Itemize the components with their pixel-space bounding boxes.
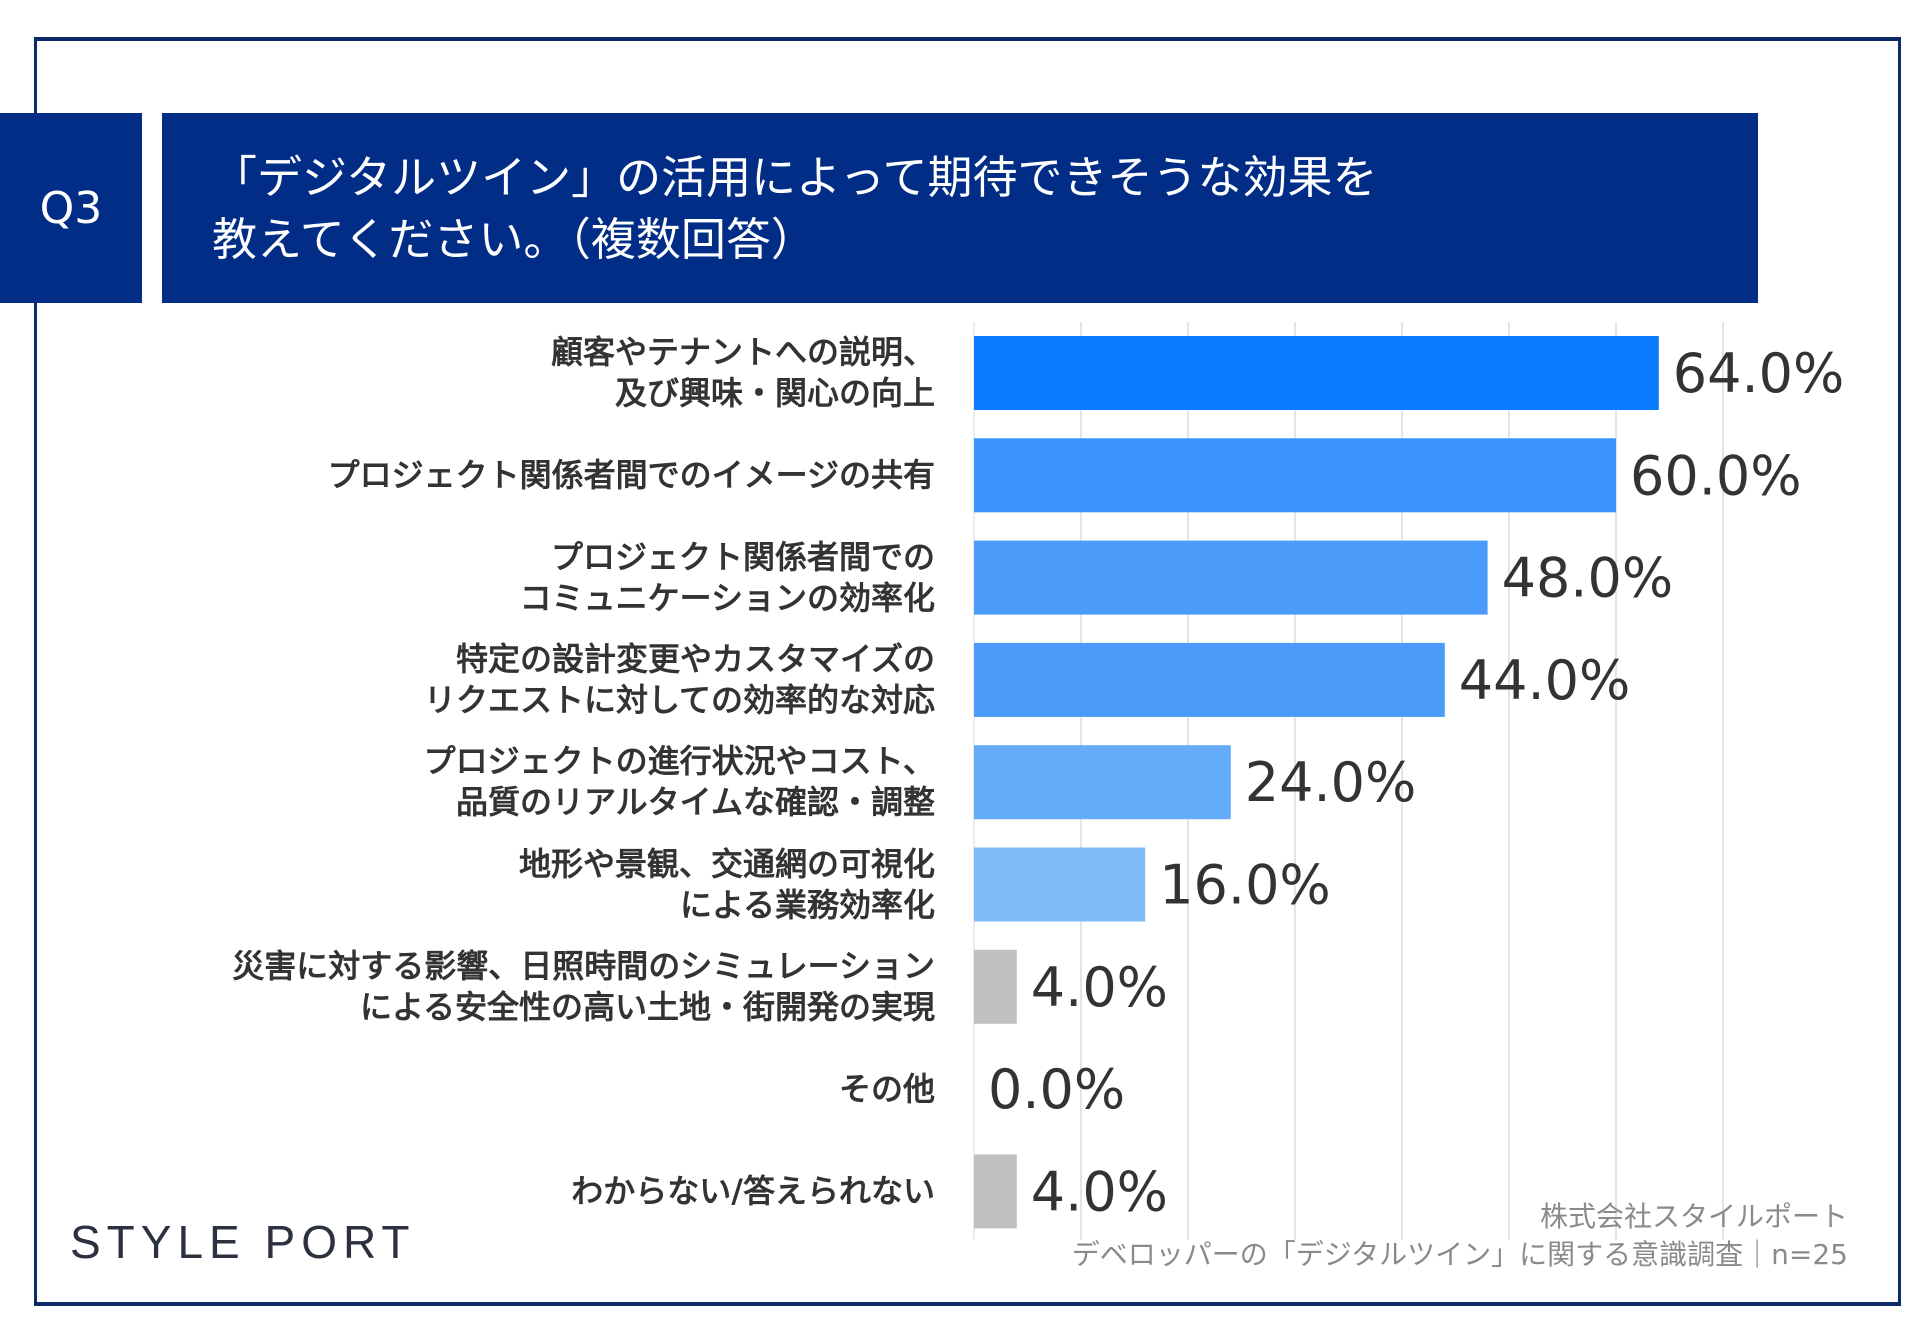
value-label: 0.0% [988, 1058, 1125, 1121]
category-label-line: プロジェクト関係者間での [550, 537, 935, 576]
category-label-line: その他 [838, 1069, 935, 1108]
question-title: 「デジタルツイン」の活用によって期待できそうな効果を 教えてください。（複数回答… [162, 113, 1758, 303]
value-label: 4.0% [1031, 956, 1168, 1019]
category-label: 特定の設計変更やカスタマイズの リクエストに対しての効率的な対応 [424, 639, 935, 721]
footer-survey: デベロッパーの「デジタルツイン」に関する意識調査｜n=25 [1071, 1238, 1848, 1271]
slide-frame [34, 37, 1901, 1306]
question-number: Q3 [0, 113, 142, 303]
category-label-line: 災害に対する影響、日照時間のシミュレーション [232, 946, 935, 985]
value-label: 24.0% [1245, 751, 1417, 814]
bar [974, 1154, 1017, 1229]
category-label: 地形や景観、交通網の可視化 による業務効率化 [519, 844, 935, 926]
question-title-line: 教えてください。（複数回答） [212, 213, 816, 266]
category-label: 顧客やテナントへの説明、 及び興味・関心の向上 [551, 332, 935, 414]
category-label: わからない/答えられない [571, 1171, 935, 1212]
category-label: プロジェクト関係者間でのイメージの共有 [328, 455, 935, 496]
category-label: プロジェクト関係者間での コミュニケーションの効率化 [520, 537, 935, 619]
style-port-logo: STYLE PORT [70, 1216, 416, 1268]
bar [974, 745, 1231, 820]
question-title-line: 「デジタルツイン」の活用によって期待できそうな効果を [212, 151, 1378, 204]
category-label: プロジェクトの進行状況やコスト、 品質のリアルタイムな確認・調整 [424, 741, 935, 823]
category-label-line: による業務効率化 [679, 885, 935, 924]
bar [974, 540, 1488, 615]
category-label: その他 [839, 1069, 935, 1110]
category-label-line: による安全性の高い土地・街開発の実現 [359, 987, 935, 1026]
category-label-line: コミュニケーションの効率化 [519, 578, 935, 617]
bar [974, 336, 1659, 410]
value-label: 44.0% [1459, 649, 1631, 712]
category-label-line: わからない/答えられない [571, 1171, 935, 1210]
category-label-line: 地形や景観、交通網の可視化 [518, 844, 935, 883]
value-label: 48.0% [1502, 547, 1674, 610]
category-label-line: 特定の設計変更やカスタマイズの [455, 639, 935, 678]
footer-company: 株式会社スタイルポート [1539, 1200, 1848, 1233]
category-label-line: 品質のリアルタイムな確認・調整 [455, 783, 935, 822]
bar [974, 847, 1146, 922]
category-label-line: プロジェクト関係者間でのイメージの共有 [327, 455, 935, 494]
value-label: 16.0% [1159, 854, 1331, 917]
category-label-line: 及び興味・関心の向上 [614, 374, 935, 412]
category-label: 災害に対する影響、日照時間のシミュレーション による安全性の高い土地・街開発の実現 [232, 946, 935, 1028]
bar [974, 438, 1616, 513]
category-label-line: 顧客やテナントへの説明、 [550, 333, 935, 371]
value-label: 4.0% [1031, 1160, 1168, 1223]
category-label-line: リクエストに対しての効率的な対応 [423, 680, 935, 719]
bar [974, 642, 1445, 717]
value-label: 64.0% [1673, 342, 1845, 405]
value-label: 60.0% [1630, 444, 1802, 507]
category-label-line: プロジェクトの進行状況やコスト、 [423, 742, 935, 781]
bar [974, 949, 1017, 1024]
